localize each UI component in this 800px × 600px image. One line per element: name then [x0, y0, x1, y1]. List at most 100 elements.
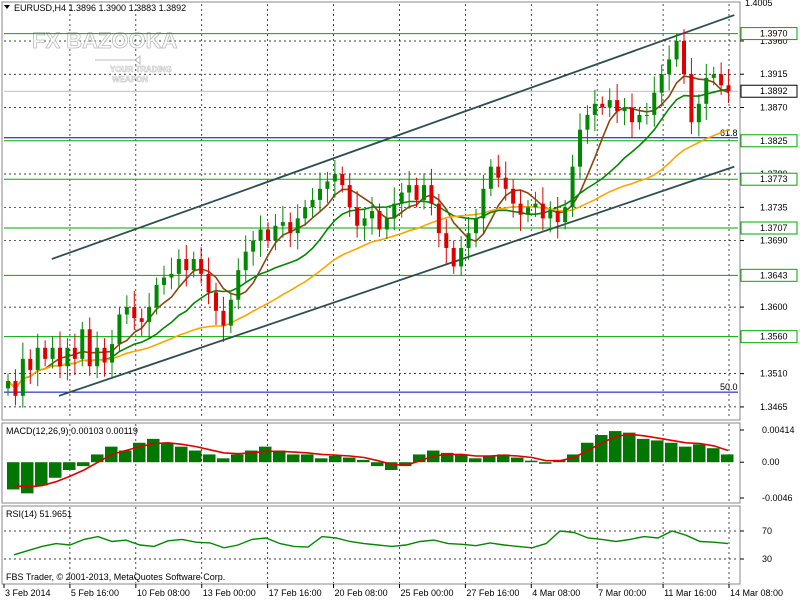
candle-body	[503, 177, 508, 189]
macd-histogram-bar	[707, 448, 720, 463]
candle-body	[6, 381, 10, 389]
candle-body	[592, 103, 597, 115]
candle-body	[578, 129, 582, 167]
macd-histogram-bar	[301, 454, 314, 463]
channel-line-upper	[51, 14, 735, 260]
candle-body	[511, 188, 516, 204]
candle-body	[273, 225, 278, 241]
candle-body	[35, 347, 40, 370]
rsi-tick-label: 30	[762, 554, 772, 564]
current-price-label: 1.3892	[760, 86, 788, 96]
rsi-indicator	[4, 530, 738, 560]
candle-body	[28, 358, 33, 370]
time-label: 5 Feb 16:00	[71, 588, 119, 598]
macd-histogram-bar	[665, 442, 678, 463]
candle-body	[533, 203, 538, 208]
macd-histogram-bar	[203, 454, 216, 463]
candle-body	[392, 203, 397, 219]
candle-body	[139, 318, 144, 322]
candle-body	[488, 166, 493, 189]
candle-body	[72, 347, 77, 359]
horizontal-levels[interactable]	[4, 33, 738, 338]
candle-body	[682, 40, 686, 75]
macd-histogram-bar	[161, 442, 174, 463]
price-tick-label: 1.3915	[760, 69, 788, 79]
macd-histogram-bar	[217, 458, 230, 463]
candle-body	[704, 77, 709, 104]
triangle-down-icon[interactable]	[4, 5, 10, 9]
price-axis-markers: 1.3970 1.3825 1.3773 1.3707 1.3643 1.3560 1.38…	[740, 27, 798, 344]
macd-histogram-bar	[721, 454, 734, 463]
level-marker-label: 1.3707	[760, 223, 788, 233]
macd-histogram-bar	[119, 450, 132, 463]
candle-body	[459, 247, 464, 267]
macd-histogram-bar	[315, 458, 328, 463]
macd-signal-line	[13, 433, 729, 488]
macd-tick-label: 0.00414	[762, 425, 795, 435]
macd-histogram-bar	[399, 462, 412, 467]
candle-body	[548, 211, 553, 219]
moving-average-slow	[7, 128, 729, 390]
macd-histogram-bar	[679, 446, 692, 463]
candle-body	[87, 329, 92, 367]
candle-body	[43, 347, 48, 359]
price-tick-label: 1.3510	[760, 369, 788, 379]
macd-histogram-bar	[259, 446, 272, 463]
candle-body	[124, 307, 129, 315]
candle-body	[630, 107, 634, 123]
time-label: 27 Feb 16:00	[466, 588, 519, 598]
candle-body	[600, 103, 605, 108]
candle-body	[243, 251, 248, 271]
time-label: 13 Feb 00:00	[203, 588, 256, 598]
macd-histogram-bar	[245, 450, 258, 463]
time-label: 7 Mar 00:00	[598, 588, 646, 598]
candle-body	[176, 259, 181, 274]
price-tick-label: 1.3690	[760, 236, 788, 246]
macd-histogram-bar	[469, 458, 482, 463]
candle-body	[236, 270, 241, 300]
candle-body	[288, 222, 293, 234]
macd-histogram-bar	[441, 452, 454, 463]
candle-body	[518, 203, 523, 215]
macd-histogram-bar	[231, 454, 244, 463]
macd-histogram-bar	[525, 460, 538, 463]
macd-histogram-bar	[581, 442, 594, 463]
macd-title: MACD(12,26,9) 0.00103 0.00119	[6, 426, 138, 436]
fibonacci-levels[interactable]: 61.8 50.0	[4, 128, 738, 393]
macd-histogram-bar	[343, 457, 356, 463]
macd-grid	[69, 424, 730, 502]
candle-body	[563, 207, 568, 223]
candle-body	[310, 199, 315, 208]
macd-axis: 0.00414 0.00 -0.0046	[740, 425, 795, 503]
candle-body	[147, 307, 152, 322]
current-price-marker	[740, 84, 798, 98]
price-tick-label: 1.3960	[760, 36, 788, 46]
candle-body	[80, 329, 85, 359]
level-marker-label: 1.3643	[760, 270, 788, 280]
candle-body	[451, 247, 456, 267]
macd-histogram-bar	[287, 454, 300, 463]
candle-body	[719, 74, 724, 86]
candle-body	[228, 299, 233, 326]
rsi-title: RSI(14) 51.9651	[6, 509, 72, 519]
candle-body	[444, 233, 449, 248]
candle-body	[696, 103, 701, 123]
time-axis: 3 Feb 2014 5 Feb 16:00 10 Feb 08:00 13 Feb …	[3, 584, 783, 598]
macd-histogram-bar	[595, 434, 608, 463]
candle-body	[526, 207, 530, 215]
level-marker-label: 1.3773	[760, 174, 788, 184]
fib-label: 61.8	[720, 128, 738, 138]
level-marker	[740, 330, 798, 344]
candle-body	[474, 218, 478, 234]
macd-histogram-bar	[651, 440, 664, 463]
macd-histogram-bar	[77, 462, 90, 467]
candle-body	[117, 314, 122, 345]
macd-histogram-bar	[455, 454, 468, 463]
macd-histogram-bar	[693, 444, 706, 463]
candle-body	[58, 347, 62, 367]
trend-channel[interactable]	[51, 14, 735, 397]
time-label: 14 Mar 08:00	[730, 588, 783, 598]
macd-histogram-bar	[357, 459, 370, 463]
macd-histogram-bar	[35, 462, 48, 486]
